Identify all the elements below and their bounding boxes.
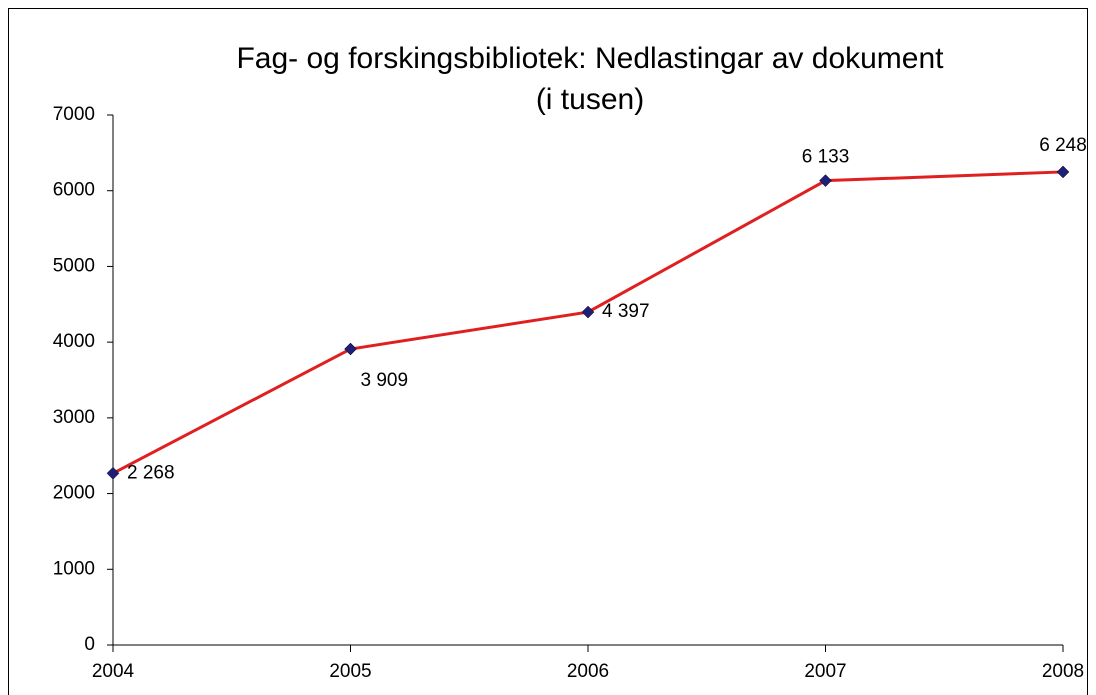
data-point xyxy=(819,174,832,187)
y-tick-label: 1000 xyxy=(53,558,95,579)
y-tick-label: 4000 xyxy=(53,331,95,352)
data-point xyxy=(581,305,595,319)
chart-frame xyxy=(8,8,1088,695)
x-tick-label: 2007 xyxy=(804,661,846,682)
data-label: 3 909 xyxy=(361,370,409,391)
y-tick-label: 6000 xyxy=(53,180,95,201)
x-tick-label: 2008 xyxy=(1042,661,1084,682)
x-tick-label: 2006 xyxy=(567,661,609,682)
data-label: 4 397 xyxy=(602,301,650,322)
y-tick-label: 3000 xyxy=(53,407,95,428)
y-tick-label: 5000 xyxy=(53,255,95,276)
y-tick-label: 0 xyxy=(84,634,95,655)
data-label: 2 268 xyxy=(127,462,175,483)
y-tick-label: 2000 xyxy=(53,483,95,504)
x-tick-label: 2005 xyxy=(329,661,371,682)
x-tick-label: 2004 xyxy=(92,661,135,682)
data-point xyxy=(1056,165,1070,179)
data-point xyxy=(106,466,120,480)
y-tick-label: 7000 xyxy=(53,104,95,125)
data-point xyxy=(344,342,357,356)
chart-title: Fag- og forskingsbibliotek: Nedlastingar… xyxy=(236,42,944,75)
chart-subtitle: (i tusen) xyxy=(536,83,644,116)
data-label: 6 133 xyxy=(802,147,850,168)
data-label: 6 248 xyxy=(1039,135,1087,156)
